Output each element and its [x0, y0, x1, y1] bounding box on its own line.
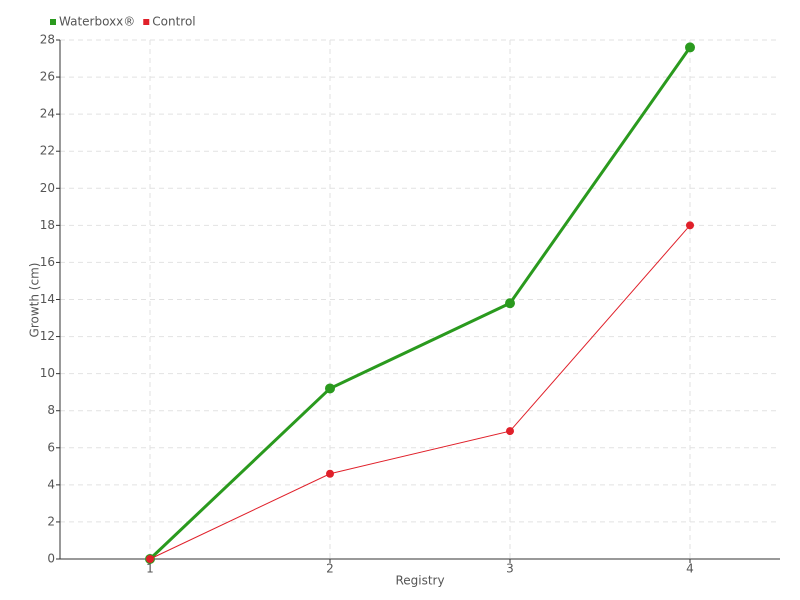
legend-marker [143, 19, 150, 25]
data-point [325, 383, 335, 394]
series-line [149, 225, 691, 560]
data-point [686, 221, 694, 230]
y-tick-label: 26 [40, 70, 55, 84]
y-tick-label: 22 [40, 144, 55, 158]
y-tick-label: 20 [40, 181, 55, 195]
y-tick-label: 2 [47, 514, 55, 528]
legend-marker [50, 19, 56, 25]
y-tick-label: 12 [40, 329, 55, 343]
y-tick-label: 4 [47, 477, 55, 491]
data-point [505, 298, 515, 309]
y-axis-title: Growth (cm) [28, 263, 42, 338]
y-tick-label: 8 [47, 403, 55, 417]
y-tick-label: 16 [40, 255, 55, 269]
data-point [326, 469, 334, 478]
y-tick-label: 6 [47, 440, 55, 454]
y-tick-label: 14 [40, 292, 55, 306]
x-tick-label: 4 [686, 562, 694, 576]
legend-label: Waterboxx® [59, 15, 135, 29]
y-tick-label: 18 [40, 218, 55, 232]
series-line [148, 46, 692, 561]
y-tick-label: 0 [47, 552, 55, 566]
y-tick-label: 28 [40, 33, 55, 47]
data-point [146, 555, 154, 563]
x-tick-label: 1 [146, 562, 154, 576]
legend-label: Control [152, 15, 195, 29]
x-tick-label: 2 [326, 562, 334, 576]
data-point [685, 42, 695, 53]
x-axis-title: Registry [395, 574, 444, 588]
y-tick-label: 10 [40, 366, 55, 380]
x-tick-label: 3 [506, 562, 514, 576]
y-tick-label: 24 [40, 107, 55, 121]
data-point [506, 427, 514, 436]
